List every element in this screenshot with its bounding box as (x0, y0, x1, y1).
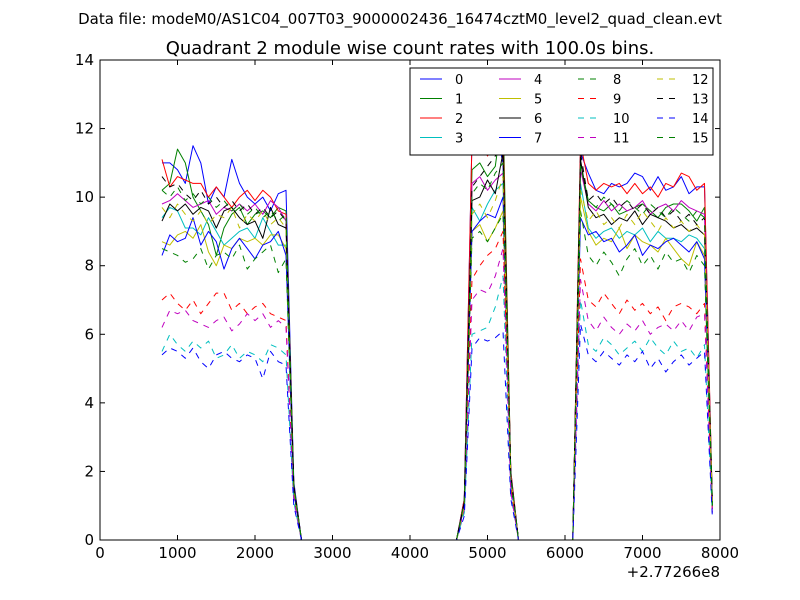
x-tick-label: 4000 (391, 544, 429, 562)
legend-label: 5 (534, 93, 542, 108)
x-axis-offset-label: +2.77266e8 (627, 563, 720, 581)
legend-label: 0 (455, 73, 463, 88)
y-tick-label: 0 (84, 531, 94, 549)
x-tick-label: 3000 (313, 544, 351, 562)
legend-label: 6 (534, 112, 542, 127)
x-tick-label: 1000 (158, 544, 196, 562)
legend-label: 15 (692, 132, 709, 147)
legend-label: 13 (692, 93, 709, 108)
y-tick-label: 4 (84, 394, 94, 412)
x-tick-label: 8000 (701, 544, 739, 562)
legend-label: 4 (534, 73, 542, 88)
legend-box (409, 67, 714, 156)
x-tick-label: 0 (95, 544, 105, 562)
legend-label: 9 (613, 93, 621, 108)
legend-label: 1 (455, 93, 463, 108)
series-line-14 (161, 323, 713, 541)
y-tick-label: 14 (75, 51, 94, 69)
legend-label: 7 (534, 132, 542, 147)
chart-title: Quadrant 2 module wise count rates with … (166, 38, 655, 59)
x-tick-label: 6000 (546, 544, 584, 562)
axis-ticks: 0 1000 2000 3000 4000 5000 6000 7000 80000246810… (75, 51, 739, 562)
figure-suptitle: Data file: modeM0/AS1C04_007T03_90000024… (78, 10, 722, 29)
y-tick-label: 6 (84, 325, 94, 343)
y-tick-label: 2 (84, 462, 94, 480)
legend-label: 10 (613, 112, 630, 127)
x-tick-label: 2000 (236, 544, 274, 562)
legend-label: 3 (455, 132, 463, 147)
legend-label: 8 (613, 73, 621, 88)
x-tick-label: 7000 (623, 544, 661, 562)
legend-label: 12 (692, 73, 709, 88)
y-tick-label: 8 (84, 257, 94, 275)
legend-label: 11 (613, 132, 630, 147)
x-tick-label: 5000 (468, 544, 506, 562)
legend-label: 2 (455, 112, 463, 127)
legend-label: 14 (692, 112, 709, 127)
y-tick-label: 12 (75, 120, 94, 138)
y-tick-label: 10 (75, 188, 94, 206)
